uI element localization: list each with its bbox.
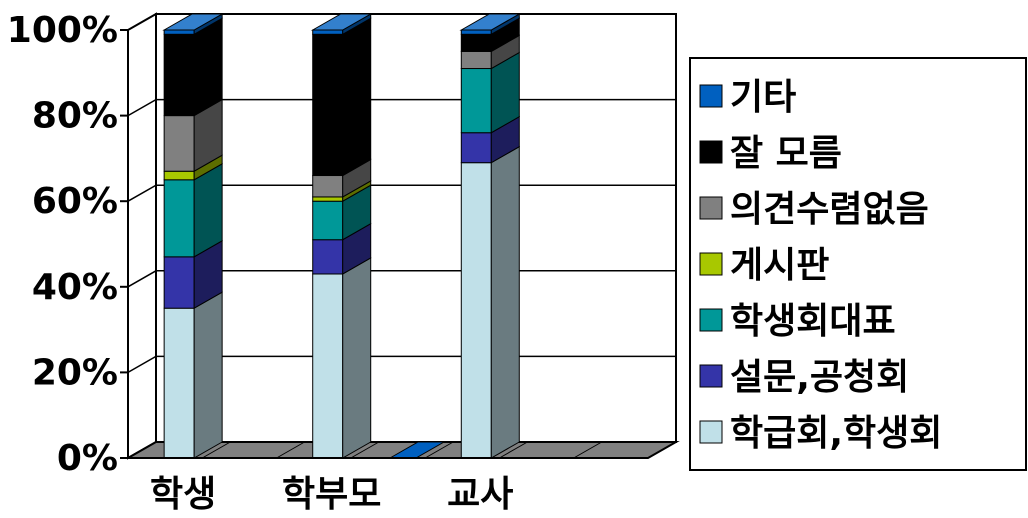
legend-entry: 기타 xyxy=(699,77,796,118)
bars xyxy=(162,13,522,459)
bar-front xyxy=(460,162,492,459)
bar-segment xyxy=(163,162,223,258)
bar-front xyxy=(312,33,344,177)
bar-side xyxy=(193,17,223,117)
x-category-label: 교사 xyxy=(447,474,513,515)
x-axis-category-labels: 학생 학부모 교사 xyxy=(150,474,513,515)
bar-front xyxy=(163,170,195,181)
axes xyxy=(120,29,648,459)
bar-front xyxy=(460,29,492,35)
bar-segment xyxy=(460,145,520,459)
plot-area xyxy=(127,12,677,460)
bar-segment xyxy=(459,13,522,36)
legend-swatch xyxy=(699,420,723,444)
bar-segment xyxy=(310,13,373,36)
x-category-label: 학생 xyxy=(150,474,216,515)
legend-swatch xyxy=(699,140,723,164)
legend-label: 학생회대표 xyxy=(730,301,896,342)
y-tick-label: 100% xyxy=(7,10,118,51)
bar-side xyxy=(342,257,372,459)
floor-division xyxy=(573,441,602,459)
bar-segment xyxy=(312,158,372,198)
floor-division xyxy=(424,441,454,459)
y-tick-label: 0% xyxy=(57,438,118,479)
back-wall xyxy=(155,13,677,443)
bar-front xyxy=(460,132,492,164)
legend-entry: 설문,공청회 xyxy=(699,357,909,398)
legend-label: 학급회,학생회 xyxy=(730,413,942,454)
bar-segment xyxy=(162,13,225,36)
bar-segment xyxy=(460,17,520,53)
y-tick-label: 20% xyxy=(32,352,118,393)
bar-front xyxy=(163,33,195,117)
bar-front xyxy=(460,50,492,70)
floor-division xyxy=(350,441,380,459)
legend-box xyxy=(689,57,1027,471)
floor-division xyxy=(499,441,528,459)
bar-segment xyxy=(163,291,223,459)
bar-front xyxy=(460,68,492,134)
legend-label: 게시판 xyxy=(730,245,829,286)
legend-swatch xyxy=(699,196,723,220)
y-axis-tick-labels: 0% 20% 40% 60% 80% 100% xyxy=(7,10,118,479)
bar-front xyxy=(163,256,195,309)
legend-entry: 의견수렴없음 xyxy=(699,189,929,230)
bar-top xyxy=(310,13,373,31)
bar-top xyxy=(162,13,225,31)
legend-swatch xyxy=(699,308,723,332)
y-tick-label: 80% xyxy=(32,96,118,137)
legend-entry: 학생회대표 xyxy=(699,301,896,342)
bar-segment xyxy=(312,257,372,459)
legend-label: 기타 xyxy=(730,77,796,118)
bar-front xyxy=(312,196,344,202)
x-category-label: 학부모 xyxy=(282,474,381,515)
bar-top xyxy=(459,13,522,31)
floor-division xyxy=(202,441,231,459)
legend-entry: 잘 모름 xyxy=(699,133,842,174)
bar-front xyxy=(312,273,344,459)
bar-front xyxy=(312,175,344,198)
legend-label: 설문,공청회 xyxy=(730,357,909,398)
legend-entry: 게시판 xyxy=(699,245,829,286)
side-wall xyxy=(127,12,157,460)
legend-label: 의견수렴없음 xyxy=(730,189,929,230)
bar-front xyxy=(163,29,195,35)
legend-label: 잘 모름 xyxy=(730,133,842,174)
bar-front xyxy=(163,179,195,258)
y-tick-label: 60% xyxy=(32,181,118,222)
bar-segment xyxy=(163,239,223,310)
bar-front xyxy=(163,115,195,172)
legend-swatch xyxy=(699,252,723,276)
bar-front xyxy=(312,200,344,241)
bar-side xyxy=(193,291,223,459)
legend-swatch xyxy=(699,84,723,108)
legend-entry: 학급회,학생회 xyxy=(699,413,942,454)
floor-division xyxy=(276,441,305,459)
bar-segment xyxy=(163,98,223,173)
legend-swatch xyxy=(699,364,723,388)
bar-front xyxy=(163,307,195,459)
bar-front xyxy=(460,33,492,52)
bar-segment xyxy=(312,184,372,241)
bar-segment xyxy=(312,17,372,177)
y-tick-label: 40% xyxy=(32,267,118,308)
bar-side xyxy=(490,145,520,459)
bar-side xyxy=(342,17,372,177)
bar-segment xyxy=(163,17,223,117)
bar-segment xyxy=(460,115,520,164)
bar-front xyxy=(312,239,344,275)
bar-segment xyxy=(460,51,520,134)
bar-front xyxy=(312,29,344,35)
